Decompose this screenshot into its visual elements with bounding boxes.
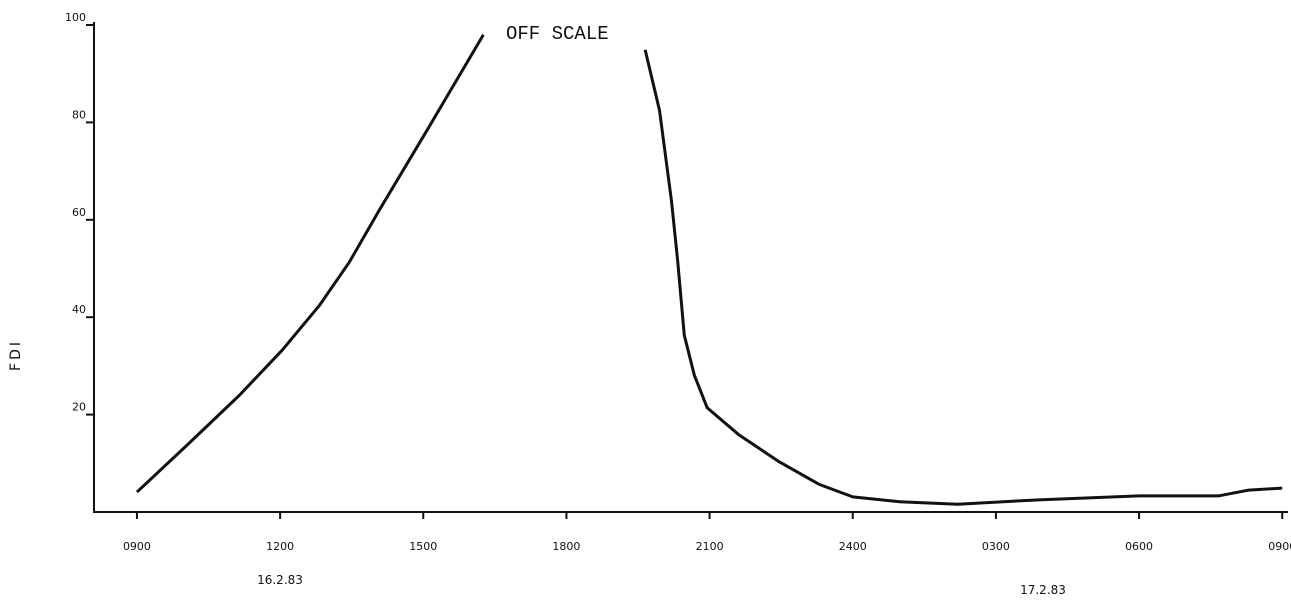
annotation: OFF SCALE [506,23,609,45]
y-tick-label: 20 [72,401,86,414]
x-tick-label: 1800 [552,540,580,553]
x-tick-label: 2400 [839,540,867,553]
y-tick-label: 60 [72,206,86,219]
date-label: 16.2.83 [257,573,303,587]
x-tick-label: 1500 [409,540,437,553]
y-tick-label: 80 [72,108,86,121]
y-axis-label: FDI [8,339,24,371]
data-line [643,49,1283,506]
x-tick-label: 2100 [696,540,724,553]
y-tick-label: 40 [72,303,86,316]
x-tick-label: 1200 [266,540,294,553]
x-tick-label: 0600 [1125,540,1153,553]
x-tick-label: 0900 [123,540,151,553]
date-label: 17.2.83 [1020,583,1066,597]
x-tick-label: 0900 [1268,540,1291,553]
data-line [135,33,485,494]
y-tick-label: 100 [65,11,86,24]
x-tick-label: 0300 [982,540,1010,553]
